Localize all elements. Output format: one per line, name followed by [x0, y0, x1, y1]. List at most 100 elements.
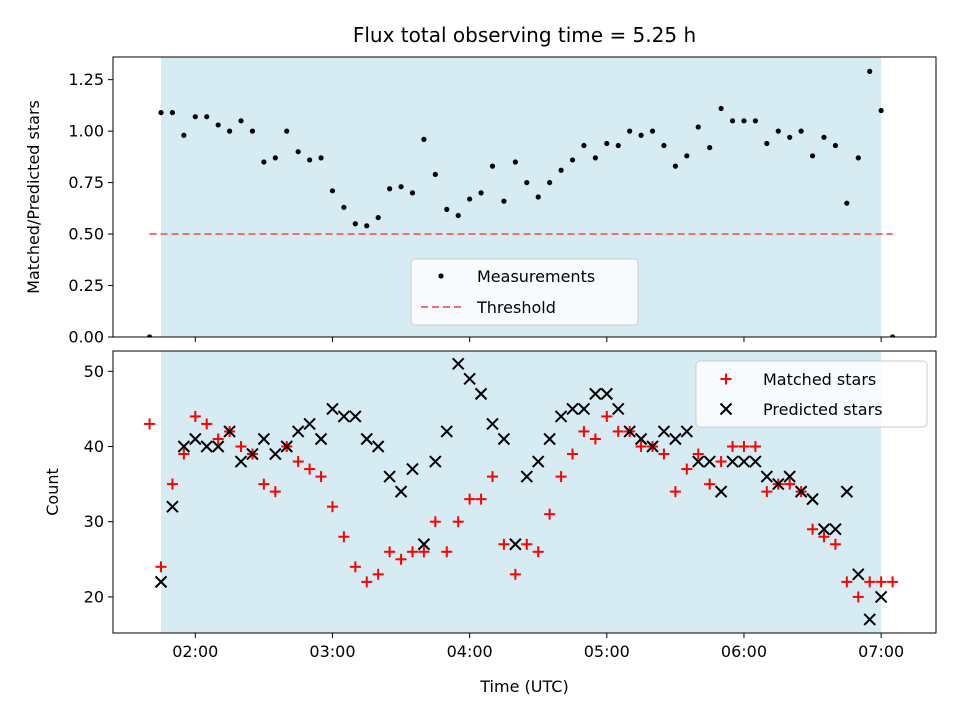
matched-star-point [441, 546, 453, 558]
top-axes-frame [112, 56, 937, 338]
predicted-x-b [863, 613, 876, 626]
matched-star-point [704, 478, 716, 490]
matched-star-point [875, 576, 887, 588]
predicted-x-b [726, 455, 739, 468]
predicted-star-point [429, 455, 442, 468]
matched-star-point [555, 471, 567, 483]
bottom-legend-box [695, 360, 928, 428]
predicted-star-point [600, 387, 614, 401]
predicted-x-b [566, 402, 579, 416]
legend-matched-label: Matched stars [763, 370, 876, 389]
measurement-point [718, 105, 724, 112]
matched-star-point [887, 576, 899, 588]
predicted-x-b [200, 440, 213, 453]
measurement-point [889, 334, 896, 337]
top-legend: Measurements Threshold [410, 258, 639, 326]
predicted-star-point [406, 462, 419, 476]
predicted-x-b [440, 425, 453, 438]
predicted-x-b [772, 477, 785, 491]
predicted-star-point [692, 455, 705, 468]
measurement-point [364, 223, 370, 229]
predicted-star-point [566, 402, 579, 416]
measurement-point [409, 190, 416, 196]
measurement-point [478, 190, 484, 196]
predicted-star-point [714, 485, 728, 498]
predicted-x-b [532, 455, 545, 468]
predicted-x-b [337, 410, 351, 423]
bottom-panel: 20 30 40 50 02:00 03:00 04:00 05:00 06:00 07:00 Ma… [84, 350, 937, 661]
predicted-x-b [314, 432, 328, 446]
predicted-x-b [874, 590, 888, 604]
measurement-point [284, 128, 290, 134]
predicted-x-b [760, 470, 774, 483]
measurement-point [215, 122, 221, 128]
predicted-x-b [634, 432, 648, 446]
bottom-y-tick-label: 50 [84, 362, 104, 381]
predicted-x-b [509, 538, 522, 551]
measurement-point [181, 132, 187, 138]
predicted-star-point [189, 432, 202, 446]
predicted-x-b [543, 432, 556, 446]
matched-star-point [429, 516, 441, 528]
predicted-star-point [360, 432, 373, 446]
predicted-x-b [371, 440, 385, 453]
measurement-point [684, 153, 690, 159]
measurement-point [192, 114, 198, 120]
predicted-x-b [154, 575, 168, 589]
predicted-x-b [623, 425, 636, 438]
predicted-star-point [737, 455, 751, 468]
predicted-x-b [349, 410, 362, 423]
predicted-star-point [166, 500, 179, 513]
matched-star-point [315, 471, 327, 483]
predicted-x-b [497, 432, 511, 446]
predicted-x-b [714, 485, 728, 498]
predicted-star-point [829, 523, 842, 536]
measurement-point [238, 118, 244, 124]
predicted-x-b [360, 432, 373, 446]
matched-star-point [372, 568, 384, 580]
x-axis-label: Time (UTC) [479, 677, 568, 696]
predicted-x-b [520, 470, 533, 483]
predicted-star-point [806, 492, 819, 506]
matched-star-point [601, 410, 613, 422]
measurement-point [752, 118, 758, 124]
matched-star-point [727, 441, 739, 453]
predicted-star-point [440, 425, 453, 438]
legend-threshold-label: Threshold [476, 298, 556, 317]
measurement-point [832, 142, 839, 149]
predicted-x-b [291, 425, 305, 438]
predicted-x-b [692, 455, 705, 468]
matched-star-point [532, 546, 544, 558]
predicted-star-point [497, 432, 511, 446]
matched-star-point [841, 576, 853, 588]
measurement-point [375, 214, 381, 221]
legend-measurements-label: Measurements [477, 267, 595, 286]
predicted-star-point [474, 387, 488, 401]
measurement-point [352, 221, 358, 227]
bottom-y-tick-label: 20 [84, 587, 104, 606]
measurement-point [741, 118, 747, 124]
matched-star-point [189, 410, 201, 422]
measurement-point [878, 107, 884, 114]
predicted-star-point [749, 455, 762, 468]
predicted-star-point [211, 440, 225, 453]
predicted-star-point [280, 440, 293, 453]
bottom-y-tick-label: 40 [84, 437, 104, 456]
predicted-star-point [520, 470, 533, 483]
predicted-x-b [577, 402, 591, 416]
predicted-x-b [600, 387, 614, 401]
predicted-star-point [577, 402, 591, 416]
predicted-star-point [417, 538, 431, 551]
matched-star-point [406, 546, 418, 558]
predicted-x-b [749, 455, 762, 468]
predicted-x-b [646, 440, 659, 453]
predicted-star-point [509, 538, 522, 551]
matched-star-point [361, 576, 373, 588]
top-y-tick-label: 0.75 [68, 173, 104, 192]
predicted-x-b [177, 440, 191, 453]
predicted-x-b [852, 568, 865, 581]
measurement-point [432, 171, 438, 177]
predicted-x-b [554, 410, 568, 423]
predicted-star-point [246, 447, 259, 461]
predicted-star-point [589, 387, 602, 401]
